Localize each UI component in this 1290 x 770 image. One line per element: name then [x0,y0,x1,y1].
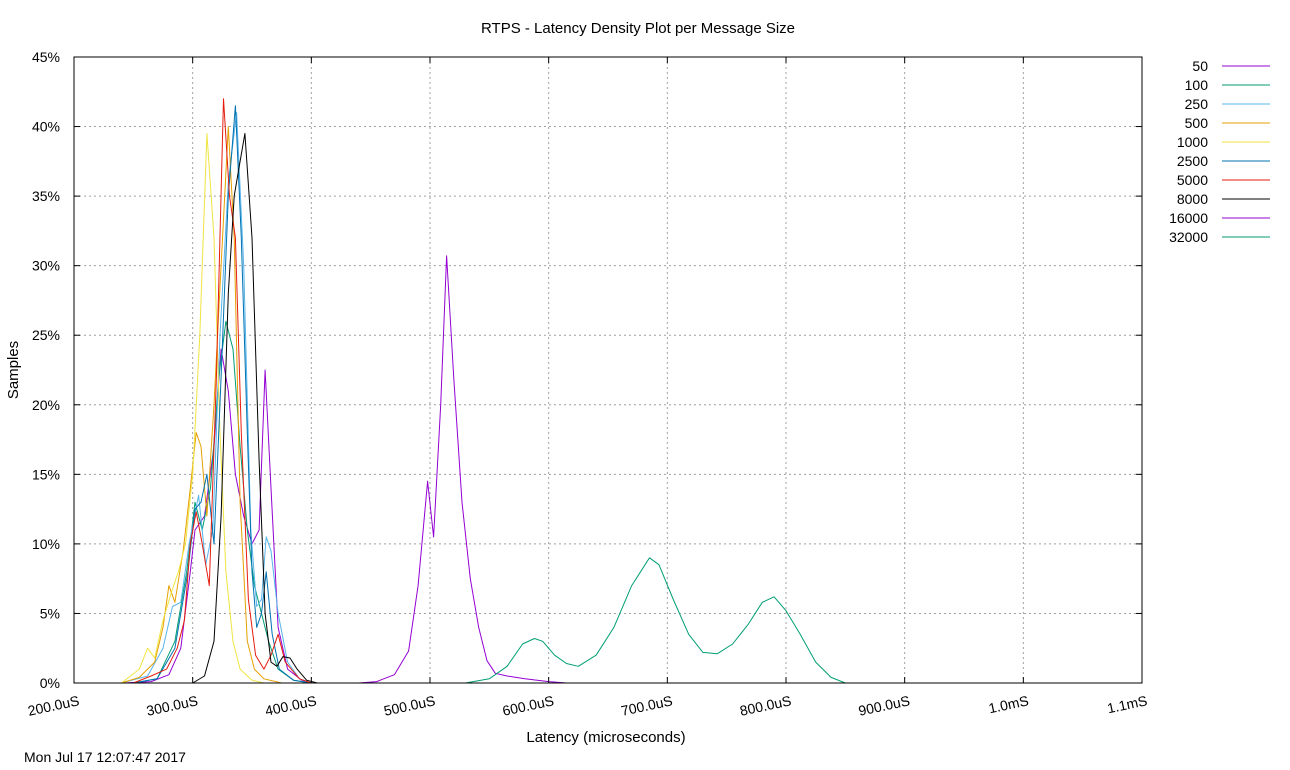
series-line-500 [121,126,282,684]
y-tick-label: 40% [32,119,60,135]
series-lines [121,98,846,684]
x-tick-label: 1.0mS [987,692,1030,716]
x-tick-label: 200.0uS [26,692,80,718]
x-tick-label: 600.0uS [501,692,555,718]
y-tick-label: 25% [32,327,60,343]
x-tick-label: 500.0uS [382,692,436,718]
tick-labels: 0% 5% 10% 15% 20% 25% 30% 35% 40% 45% 200.0uS 300.0… [26,49,1148,719]
x-tick-label: 400.0uS [264,692,318,718]
series-line-1000 [121,133,265,684]
chart-title: RTPS - Latency Density Plot per Message … [481,20,795,37]
series-line-2500 [133,105,312,684]
y-tick-label: 45% [32,49,60,65]
plot-area-border [73,56,1143,684]
grid [74,57,1142,683]
series-line-50 [121,348,312,684]
legend-label-50: 50 [1192,58,1208,74]
axis-ticks [73,56,1143,684]
y-tick-label: 10% [32,536,60,552]
y-tick-label: 20% [32,397,60,413]
legend-label-32000: 32000 [1169,229,1208,245]
series-line-5000 [133,98,312,684]
series-line-8000 [192,133,318,684]
legend-label-2500: 2500 [1177,153,1208,169]
y-tick-label: 5% [40,605,60,621]
legend-label-8000: 8000 [1177,191,1208,207]
plot-timestamp: Mon Jul 17 12:07:47 2017 [24,749,186,765]
legend-label-250: 250 [1185,96,1209,112]
y-tick-label: 35% [32,188,60,204]
legend-label-500: 500 [1185,115,1209,131]
x-tick-label: 300.0uS [145,692,199,718]
y-axis-label: Samples [5,341,22,399]
y-tick-label: 15% [32,466,60,482]
legend: 50 100 250 500 1000 2500 5000 8000 16000 32000 [1169,58,1270,245]
series-line-100 [133,320,312,684]
y-tick-label: 0% [40,675,60,691]
x-tick-label: 900.0uS [857,692,911,718]
legend-label-16000: 16000 [1169,210,1208,226]
legend-label-1000: 1000 [1177,134,1208,150]
x-tick-label: 1.1mS [1106,692,1149,716]
legend-label-100: 100 [1185,77,1209,93]
x-axis-label: Latency (microseconds) [526,729,685,746]
x-tick-label: 800.0uS [738,692,792,718]
series-line-16000 [358,255,567,684]
y-tick-label: 30% [32,258,60,274]
series-line-32000 [465,557,846,684]
x-tick-label: 700.0uS [620,692,674,718]
legend-label-5000: 5000 [1177,172,1208,188]
